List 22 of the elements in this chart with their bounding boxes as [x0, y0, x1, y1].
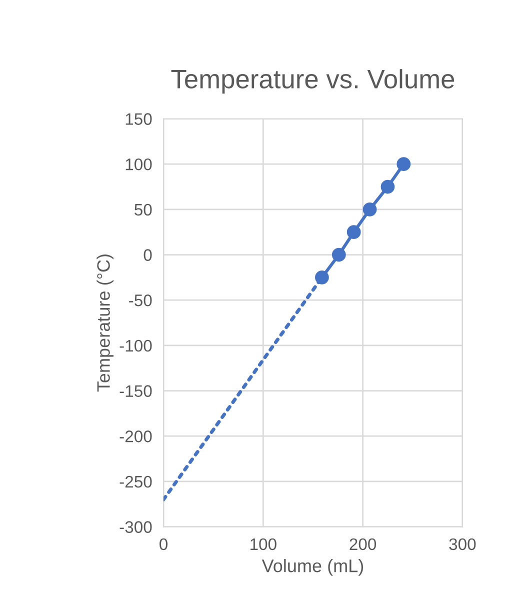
point	[396, 157, 411, 172]
y-tick-label: -250	[120, 476, 152, 488]
y-tick-label: -300	[120, 521, 152, 533]
point	[332, 248, 346, 262]
y-axis-title: Temperature (°C)	[96, 254, 114, 392]
y-tick-label: 0	[144, 249, 152, 261]
y-tick-label: -100	[120, 340, 152, 352]
x-tick-label: 200	[350, 538, 376, 550]
x-tick-label: 100	[250, 538, 276, 550]
x-axis-title: Volume (mL)	[262, 558, 364, 576]
y-tick-label: -50	[129, 294, 152, 306]
y-tick-label: 100	[126, 158, 152, 170]
y-tick-label: -150	[120, 385, 152, 397]
y-tick-label: 50	[134, 204, 152, 216]
y-tick-label: -200	[120, 430, 152, 442]
point	[346, 225, 361, 240]
chart-title: Temperature vs. Volume	[171, 69, 454, 94]
y-tick-label: 150	[126, 113, 152, 125]
point	[362, 202, 377, 216]
x-tick-label: 0	[160, 538, 168, 550]
point	[380, 180, 395, 194]
x-tick-label: 300	[449, 538, 476, 550]
